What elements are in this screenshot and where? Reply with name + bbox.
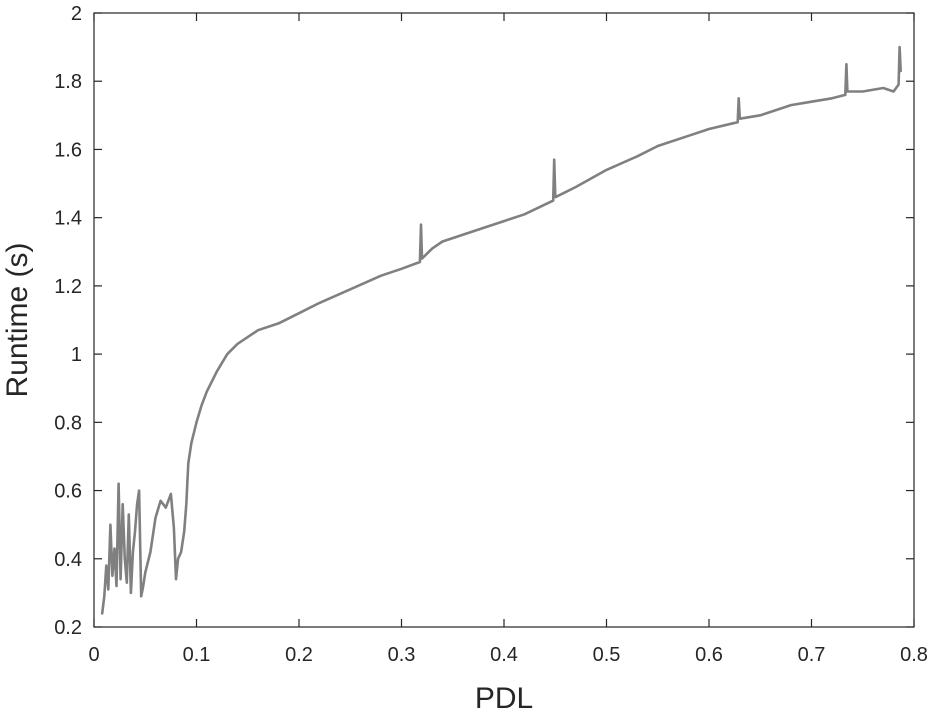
y-tick-label: 0.4 <box>54 549 82 571</box>
x-tick-label: 0.2 <box>285 644 313 666</box>
x-tick-label: 0.8 <box>900 644 928 666</box>
y-axis-label: Runtime (s) <box>1 242 34 397</box>
x-tick-label: 0.6 <box>695 644 723 666</box>
plot-layer <box>100 45 903 615</box>
x-tick-label: 0.5 <box>593 644 621 666</box>
y-tick-label: 2 <box>71 3 82 25</box>
x-tick-label: 0.4 <box>490 644 518 666</box>
y-tick-label: 0.2 <box>54 617 82 639</box>
ticks-layer: 0 0.1 0.2 0.3 0.4 0.5 0.6 0.7 0.8 0.2 0.4 0.6 0.8 1 1.… <box>54 3 928 666</box>
y-tick-label: 1.8 <box>54 71 82 93</box>
y-tick-label: 0.8 <box>54 412 82 434</box>
y-tick-label: 1.2 <box>54 276 82 298</box>
x-axis-label: PDL <box>475 682 533 715</box>
x-tick-label: 0.1 <box>183 644 211 666</box>
y-tick-label: 1 <box>71 344 82 366</box>
series-line-0 <box>100 45 903 615</box>
x-tick-label: 0.3 <box>388 644 416 666</box>
y-tick-label: 1.4 <box>54 208 82 230</box>
y-tick-label: 1.6 <box>54 139 82 161</box>
x-tick-label: 0 <box>88 644 99 666</box>
y-tick-label: 0.6 <box>54 481 82 503</box>
x-tick-label: 0.7 <box>798 644 826 666</box>
